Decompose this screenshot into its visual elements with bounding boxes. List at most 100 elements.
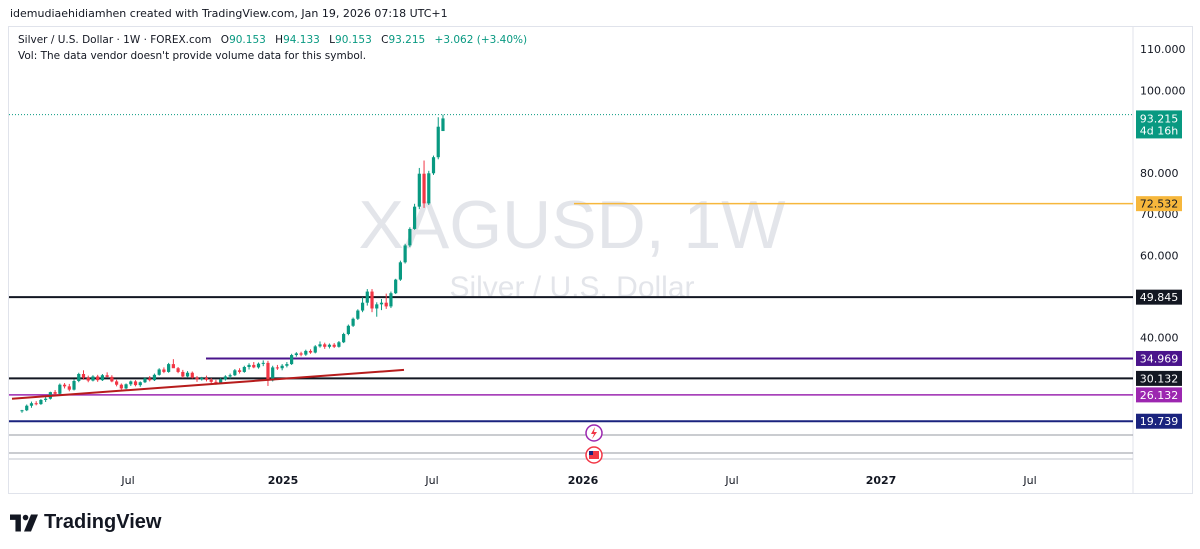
candle-body — [124, 384, 128, 389]
candle-body — [346, 325, 350, 335]
tradingview-logo[interactable]: TradingView — [10, 511, 161, 534]
candle-body — [422, 173, 426, 204]
flag-glyph — [589, 451, 599, 459]
x-tick-label: Jul — [1022, 474, 1036, 487]
candle-body — [67, 386, 71, 390]
current-price-label: 93.215 — [1140, 112, 1179, 125]
candle-body — [72, 381, 76, 390]
tradingview-icon — [10, 513, 38, 532]
level-label: 30.132 — [1140, 372, 1179, 385]
candle-body — [110, 376, 114, 382]
candle-body — [167, 364, 171, 372]
candle-body — [100, 375, 105, 381]
open-label: O — [220, 34, 230, 46]
y-tick-label: 60.000 — [1140, 249, 1179, 262]
candle-body — [219, 379, 223, 383]
candle-body — [119, 384, 123, 389]
candle-body — [176, 368, 180, 372]
candle-body — [342, 334, 346, 343]
level-label-box — [1136, 196, 1182, 212]
level-label-box — [1136, 370, 1182, 386]
level-label: 26.132 — [1140, 389, 1179, 402]
candle-body — [318, 344, 322, 347]
candle-body — [171, 364, 175, 369]
y-tick-label: 80.000 — [1140, 167, 1179, 180]
level-label: 34.969 — [1140, 352, 1179, 365]
candle-body — [290, 355, 294, 365]
trendline — [11, 368, 405, 400]
volume-note: Vol: The data vendor doesn't provide vol… — [18, 50, 367, 62]
level-label: 72.532 — [1140, 198, 1179, 211]
candle-body — [337, 342, 341, 347]
candle-body — [379, 302, 384, 305]
candle-body — [256, 363, 261, 368]
candle-body — [308, 350, 313, 353]
candle-body — [181, 371, 185, 377]
candle-body — [58, 384, 62, 394]
candle-body — [25, 405, 29, 411]
candle-body — [389, 293, 393, 307]
candle-body — [360, 302, 365, 311]
candle-body — [133, 381, 138, 386]
candle-body — [200, 378, 204, 380]
flag-canton — [589, 451, 593, 455]
change-value: +3.062 (+3.40%) — [434, 34, 528, 46]
x-tick-label: 2027 — [866, 474, 897, 487]
candle-body — [323, 344, 327, 347]
close-value: 93.215 — [388, 34, 426, 46]
level-label-box — [1136, 289, 1182, 305]
candle-body — [261, 362, 265, 364]
candle-body — [408, 228, 412, 246]
candle-body — [403, 245, 407, 263]
x-tick-label: Jul — [724, 474, 738, 487]
candle-body — [332, 344, 336, 347]
candle-body — [91, 376, 95, 381]
candle-body — [39, 399, 43, 405]
candle-body — [152, 374, 157, 381]
ohlc-legend: Silver / U.S. Dollar · 1W · FOREX.com O 9… — [18, 34, 527, 46]
candle-body — [29, 403, 34, 406]
low-label: L — [329, 34, 336, 46]
candle-body — [86, 377, 90, 381]
candle-body — [351, 318, 355, 326]
candle-body — [209, 379, 213, 382]
high-value: 94.133 — [283, 34, 320, 46]
y-tick-label: 100.000 — [1140, 84, 1186, 97]
candle-body — [20, 410, 24, 412]
candle-body — [204, 378, 209, 380]
candle-body — [294, 353, 298, 356]
x-tick-label: 2026 — [568, 474, 599, 487]
symbol-label: Silver / U.S. Dollar · 1W · FOREX.com — [18, 34, 212, 46]
candle-body — [233, 370, 237, 376]
candle-body — [313, 346, 317, 353]
candle-body — [115, 381, 119, 385]
candle-body — [228, 375, 232, 377]
level-label: 49.845 — [1140, 291, 1179, 304]
candle-body — [214, 381, 218, 383]
x-tick-label: 2025 — [268, 474, 299, 487]
candle-body — [365, 291, 369, 303]
candle-body — [394, 279, 398, 294]
x-tick-label: Jul — [120, 474, 134, 487]
candle-body — [370, 291, 374, 309]
close-label: C — [381, 34, 389, 46]
candle-body — [398, 262, 402, 280]
candle-body — [247, 364, 251, 367]
candle-body — [441, 118, 445, 132]
candle-body — [44, 398, 48, 400]
candle-body — [105, 375, 109, 377]
y-tick-label: 70.000 — [1140, 208, 1179, 221]
candle-body — [195, 377, 199, 380]
candle-body — [53, 392, 57, 394]
candle-body — [138, 382, 142, 386]
candle-body — [77, 373, 81, 381]
watermark-subtitle: Silver / U.S. Dollar — [449, 271, 694, 304]
candle-body — [266, 362, 270, 381]
candle-body — [271, 367, 275, 381]
high-label: H — [275, 34, 284, 46]
current-price-badge — [1136, 110, 1182, 139]
candle-body — [436, 126, 440, 158]
attribution-text: idemudiaehidiamhen created with TradingV… — [10, 7, 448, 20]
candle-body — [280, 365, 284, 369]
